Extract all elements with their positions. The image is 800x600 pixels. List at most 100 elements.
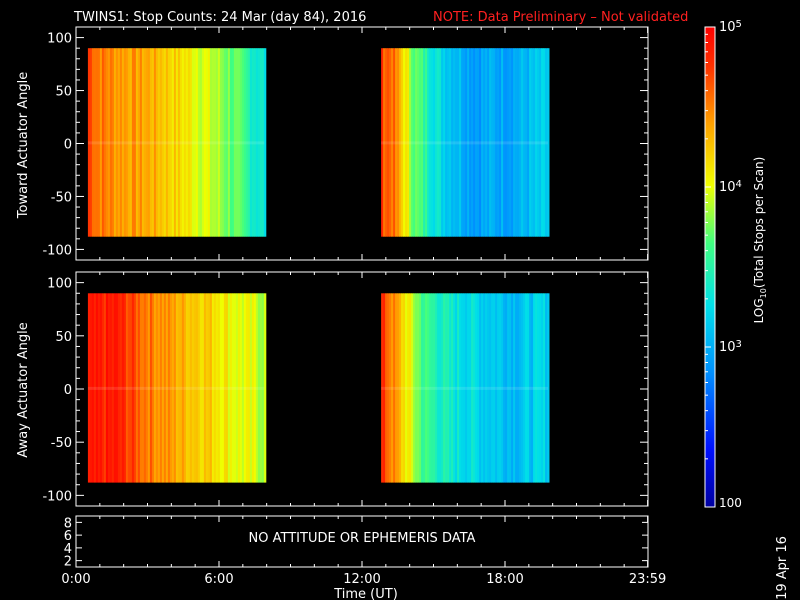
- heatmap-column: [181, 293, 185, 483]
- heatmap-column: [171, 293, 175, 483]
- heatmap-column: [141, 48, 145, 237]
- heatmap-column: [503, 293, 506, 483]
- heatmap-block-1: [381, 293, 550, 483]
- x-tick-label: 12:00: [343, 572, 380, 587]
- heatmap-column: [437, 48, 440, 237]
- y-tick-label: 4: [64, 542, 72, 557]
- heatmap-column: [409, 48, 412, 237]
- heatmap-column: [415, 48, 418, 237]
- heatmap-column: [521, 48, 524, 237]
- heatmap-column: [465, 293, 468, 483]
- heatmap-column: [181, 48, 185, 237]
- heatmap-column: [537, 293, 540, 483]
- heatmap-column: [489, 293, 492, 483]
- heatmap-column: [161, 293, 165, 483]
- heatmap-column: [119, 48, 123, 237]
- heatmap-column: [443, 293, 446, 483]
- heatmap-column: [235, 48, 239, 237]
- heatmap-column: [425, 293, 428, 483]
- heatmap-column: [527, 293, 530, 483]
- heatmap-column: [417, 293, 420, 483]
- y-tick-label: 0: [64, 383, 72, 398]
- heatmap-column: [97, 293, 101, 483]
- heatmap-column: [389, 293, 392, 483]
- colorbar-tick-label: 105: [719, 19, 742, 35]
- heatmap-column: [133, 48, 137, 237]
- heatmap-column: [237, 48, 241, 237]
- y-tick-label: 8: [64, 516, 72, 531]
- heatmap-column: [501, 293, 504, 483]
- heatmap-column: [239, 293, 243, 483]
- heatmap-column: [433, 48, 436, 237]
- heatmap-column: [247, 293, 251, 483]
- heatmap-column: [261, 48, 265, 237]
- heatmap-column: [163, 293, 167, 483]
- heatmap-column: [403, 293, 406, 483]
- zero-angle-stripe: [381, 386, 548, 390]
- heatmap-column: [399, 293, 402, 483]
- heatmap-column: [243, 48, 247, 237]
- heatmap-column: [451, 293, 454, 483]
- heatmap-column: [99, 293, 103, 483]
- heatmap-column: [153, 48, 157, 237]
- heatmap-column: [397, 48, 400, 237]
- heatmap-column: [117, 293, 121, 483]
- heatmap-column: [205, 48, 209, 237]
- heatmap-column: [449, 293, 452, 483]
- heatmap-column: [449, 48, 452, 237]
- heatmap-column: [195, 48, 199, 237]
- heatmap-column: [385, 48, 388, 237]
- heatmap-column: [191, 293, 195, 483]
- heatmap-column: [149, 293, 153, 483]
- heatmap-column: [191, 48, 195, 237]
- colorbar-label: LOG10(Total Stops per Scan): [752, 157, 768, 324]
- zero-angle-stripe: [381, 141, 548, 145]
- x-tick-label: 6:00: [204, 572, 233, 587]
- colorbar-bottom-label: 100: [719, 496, 742, 510]
- heatmap-column: [97, 48, 101, 237]
- heatmap-column: [139, 293, 143, 483]
- heatmap-column: [523, 48, 526, 237]
- heatmap-column: [167, 293, 171, 483]
- heatmap-column: [251, 48, 255, 237]
- chart-title: TWINS1: Stop Counts: 24 Mar (day 84), 20…: [73, 10, 366, 25]
- heatmap-column: [203, 48, 207, 237]
- heatmap-column: [407, 293, 410, 483]
- heatmap-column: [495, 293, 498, 483]
- heatmap-column: [433, 293, 436, 483]
- heatmap-column: [159, 293, 163, 483]
- y-tick-label: 100: [47, 277, 72, 292]
- heatmap-column: [177, 293, 181, 483]
- heatmap-column: [113, 48, 117, 237]
- heatmap-column: [429, 48, 432, 237]
- heatmap-column: [455, 48, 458, 237]
- heatmap-column: [491, 293, 494, 483]
- heatmap-column: [111, 293, 115, 483]
- heatmap-column: [245, 48, 249, 237]
- heatmap-column: [209, 293, 213, 483]
- heatmap-column: [255, 293, 259, 483]
- heatmap-column: [179, 293, 183, 483]
- heatmap-column: [435, 293, 438, 483]
- heatmap-column: [483, 293, 486, 483]
- heatmap-column: [189, 293, 193, 483]
- heatmap-column: [389, 48, 392, 237]
- heatmap-column: [415, 293, 418, 483]
- heatmap-column: [393, 48, 396, 237]
- heatmap-column: [225, 48, 229, 237]
- heatmap-column: [399, 48, 402, 237]
- heatmap-block-0: [87, 293, 267, 483]
- heatmap-column: [493, 293, 496, 483]
- heatmap-column: [201, 293, 205, 483]
- heatmap-column: [169, 293, 173, 483]
- heatmap-column: [543, 293, 546, 483]
- heatmap-column: [495, 48, 498, 237]
- heatmap-column: [541, 293, 544, 483]
- heatmap-column: [207, 293, 211, 483]
- heatmap-column: [519, 293, 522, 483]
- heatmap-column: [409, 293, 412, 483]
- heatmap-column: [127, 293, 131, 483]
- heatmap-column: [173, 293, 177, 483]
- no-data-message: NO ATTITUDE OR EPHEMERIS DATA: [249, 531, 476, 546]
